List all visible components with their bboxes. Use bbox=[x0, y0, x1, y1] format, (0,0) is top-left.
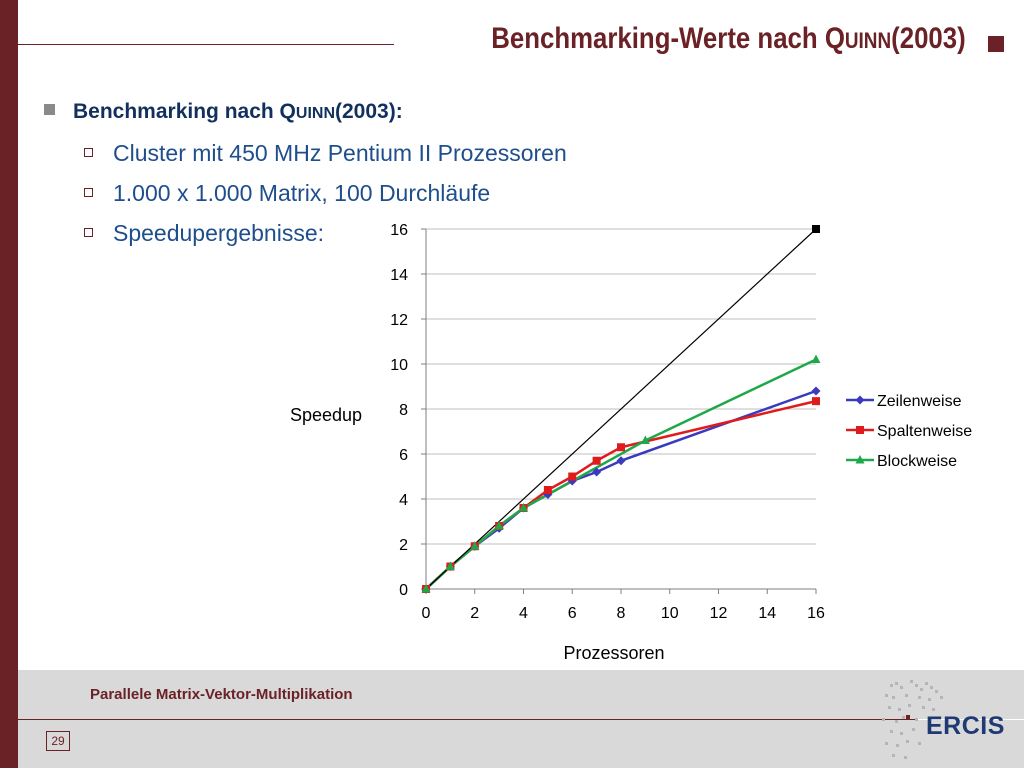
x-axis-label: Prozessoren bbox=[563, 643, 664, 663]
x-tick-label: 14 bbox=[758, 605, 776, 622]
data-point bbox=[811, 386, 821, 396]
hollow-square-bullet-icon bbox=[84, 148, 93, 157]
bullet-item: Cluster mit 450 MHz Pentium II Prozessor… bbox=[84, 140, 567, 167]
ercis-logo-map-icon bbox=[882, 680, 943, 759]
y-tick-label: 14 bbox=[390, 267, 408, 284]
page-number: 29 bbox=[46, 731, 70, 751]
x-tick-label: 16 bbox=[807, 605, 825, 622]
x-tick-label: 2 bbox=[470, 605, 479, 622]
footer-band-lower bbox=[18, 720, 1024, 768]
data-point bbox=[568, 472, 577, 481]
data-point bbox=[445, 561, 455, 570]
left-accent-bar bbox=[0, 0, 18, 768]
x-tick-label: 0 bbox=[422, 605, 431, 622]
x-tick-label: 6 bbox=[568, 605, 577, 622]
x-tick-label: 4 bbox=[519, 605, 528, 622]
legend-marker bbox=[856, 426, 864, 434]
y-tick-label: 6 bbox=[399, 447, 408, 464]
data-point bbox=[811, 354, 821, 363]
legend-marker bbox=[855, 455, 865, 464]
data-point bbox=[470, 541, 480, 550]
bullet-item: 1.000 x 1.000 Matrix, 100 Durchläufe bbox=[84, 180, 490, 207]
y-tick-label: 10 bbox=[390, 357, 408, 374]
legend-marker bbox=[855, 395, 865, 405]
data-point bbox=[421, 584, 431, 593]
y-tick-label: 12 bbox=[390, 312, 408, 329]
slide-title: Benchmarking-Werte nach QUINN(2003) bbox=[491, 22, 966, 55]
data-point bbox=[812, 225, 820, 233]
title-square-icon bbox=[988, 36, 1004, 52]
bullet-heading: Benchmarking nach QUINN(2003): bbox=[44, 100, 403, 124]
title-rule bbox=[18, 44, 394, 45]
y-tick-label: 4 bbox=[399, 492, 408, 509]
hollow-square-bullet-icon bbox=[84, 188, 93, 197]
y-tick-label: 16 bbox=[390, 222, 408, 239]
series-line bbox=[425, 389, 817, 590]
footer-title: Parallele Matrix-Vektor-Multiplikation bbox=[90, 686, 353, 703]
data-point bbox=[640, 435, 650, 444]
series-line bbox=[425, 228, 817, 590]
logo-text: ERCIS bbox=[926, 712, 1005, 740]
data-point bbox=[494, 521, 504, 530]
legend-label: Blockweise bbox=[877, 453, 957, 470]
bullet-item: Speedupergebnisse: bbox=[84, 220, 324, 247]
hollow-square-bullet-icon bbox=[84, 228, 93, 237]
data-point bbox=[543, 486, 552, 494]
bullet-square-icon bbox=[44, 104, 55, 115]
data-point bbox=[616, 456, 626, 466]
footer-band bbox=[18, 670, 1024, 719]
data-point bbox=[592, 467, 602, 477]
data-point bbox=[592, 456, 601, 465]
x-tick-label: 10 bbox=[661, 605, 679, 622]
y-tick-label: 8 bbox=[399, 402, 408, 419]
series-line bbox=[425, 358, 817, 590]
data-point bbox=[812, 397, 820, 406]
y-tick-label: 2 bbox=[399, 537, 408, 554]
y-tick-label: 0 bbox=[399, 582, 408, 599]
x-tick-label: 12 bbox=[710, 605, 728, 622]
legend-label: Spaltenweise bbox=[877, 423, 972, 440]
data-point bbox=[519, 503, 528, 512]
series-line bbox=[425, 399, 817, 590]
x-tick-label: 8 bbox=[617, 605, 626, 622]
data-point bbox=[617, 443, 625, 452]
y-axis-label: Speedup bbox=[290, 405, 362, 425]
legend-label: Zeilenweise bbox=[877, 393, 962, 410]
footer-rule bbox=[18, 719, 918, 720]
